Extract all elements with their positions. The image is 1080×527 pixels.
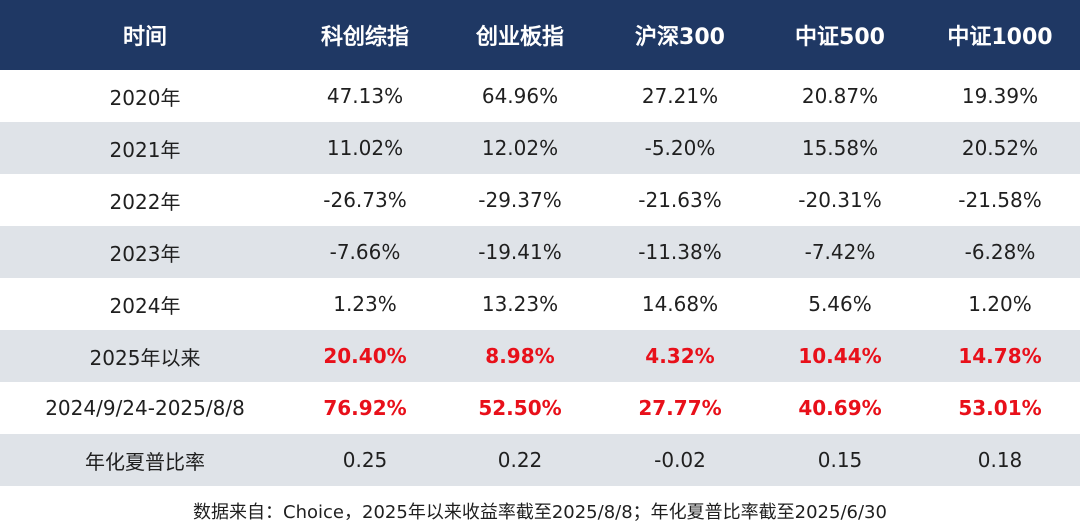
- source-note: 数据来自：Choice，2025年以来收益率截至2025/8/8；年化夏普比率截…: [193, 502, 887, 523]
- cell-value: 0.18: [920, 434, 1080, 486]
- cell-value: -7.66%: [290, 226, 440, 278]
- returns-table: 时间 科创综指 创业板指 沪深300 中证500 中证1000 2020年 47…: [0, 0, 1080, 486]
- cell-value: -20.31%: [760, 174, 920, 226]
- cell-value-highlight: 52.50%: [440, 382, 600, 434]
- table-row: 2021年 11.02% 12.02% -5.20% 15.58% 20.52%: [0, 122, 1080, 174]
- cell-value: 1.20%: [920, 278, 1080, 330]
- table-body: 2020年 47.13% 64.96% 27.21% 20.87% 19.39%…: [0, 70, 1080, 486]
- cell-value-highlight: 20.40%: [290, 330, 440, 382]
- cell-value: 19.39%: [920, 70, 1080, 122]
- header-row: 时间 科创综指 创业板指 沪深300 中证500 中证1000: [0, 0, 1080, 70]
- cell-value: -6.28%: [920, 226, 1080, 278]
- cell-value: 20.52%: [920, 122, 1080, 174]
- table-row: 2024/9/24-2025/8/8 76.92% 52.50% 27.77% …: [0, 382, 1080, 434]
- cell-value: 1.23%: [290, 278, 440, 330]
- cell-value: -11.38%: [600, 226, 760, 278]
- cell-value: -21.58%: [920, 174, 1080, 226]
- header-chinext: 创业板指: [440, 0, 600, 70]
- cell-value: 20.87%: [760, 70, 920, 122]
- row-label: 2020年: [0, 70, 290, 122]
- cell-value: 14.68%: [600, 278, 760, 330]
- cell-value-highlight: 27.77%: [600, 382, 760, 434]
- table-row: 年化夏普比率 0.25 0.22 -0.02 0.15 0.18: [0, 434, 1080, 486]
- table-row: 2023年 -7.66% -19.41% -11.38% -7.42% -6.2…: [0, 226, 1080, 278]
- table-row: 2024年 1.23% 13.23% 14.68% 5.46% 1.20%: [0, 278, 1080, 330]
- cell-value: 13.23%: [440, 278, 600, 330]
- row-label: 年化夏普比率: [0, 434, 290, 486]
- cell-value: 47.13%: [290, 70, 440, 122]
- table-row: 2020年 47.13% 64.96% 27.21% 20.87% 19.39%: [0, 70, 1080, 122]
- cell-value-highlight: 76.92%: [290, 382, 440, 434]
- cell-value: 64.96%: [440, 70, 600, 122]
- cell-value: 27.21%: [600, 70, 760, 122]
- row-label: 2022年: [0, 174, 290, 226]
- cell-value-highlight: 4.32%: [600, 330, 760, 382]
- cell-value: -0.02: [600, 434, 760, 486]
- cell-value-highlight: 40.69%: [760, 382, 920, 434]
- cell-value: -21.63%: [600, 174, 760, 226]
- cell-value: -19.41%: [440, 226, 600, 278]
- header-csi300: 沪深300: [600, 0, 760, 70]
- cell-value: -5.20%: [600, 122, 760, 174]
- header-star-composite: 科创综指: [290, 0, 440, 70]
- cell-value: 0.22: [440, 434, 600, 486]
- row-label: 2025年以来: [0, 330, 290, 382]
- table-row: 2022年 -26.73% -29.37% -21.63% -20.31% -2…: [0, 174, 1080, 226]
- cell-value-highlight: 53.01%: [920, 382, 1080, 434]
- cell-value: 15.58%: [760, 122, 920, 174]
- cell-value-highlight: 10.44%: [760, 330, 920, 382]
- header-csi1000: 中证1000: [920, 0, 1080, 70]
- header-time: 时间: [0, 0, 290, 70]
- cell-value: -26.73%: [290, 174, 440, 226]
- table-row: 2025年以来 20.40% 8.98% 4.32% 10.44% 14.78%: [0, 330, 1080, 382]
- header-csi500: 中证500: [760, 0, 920, 70]
- cell-value-highlight: 14.78%: [920, 330, 1080, 382]
- cell-value: 5.46%: [760, 278, 920, 330]
- row-label: 2024/9/24-2025/8/8: [0, 382, 290, 434]
- cell-value: 0.15: [760, 434, 920, 486]
- row-label: 2021年: [0, 122, 290, 174]
- cell-value-highlight: 8.98%: [440, 330, 600, 382]
- row-label: 2024年: [0, 278, 290, 330]
- cell-value: -29.37%: [440, 174, 600, 226]
- cell-value: 11.02%: [290, 122, 440, 174]
- row-label: 2023年: [0, 226, 290, 278]
- cell-value: 12.02%: [440, 122, 600, 174]
- cell-value: 0.25: [290, 434, 440, 486]
- cell-value: -7.42%: [760, 226, 920, 278]
